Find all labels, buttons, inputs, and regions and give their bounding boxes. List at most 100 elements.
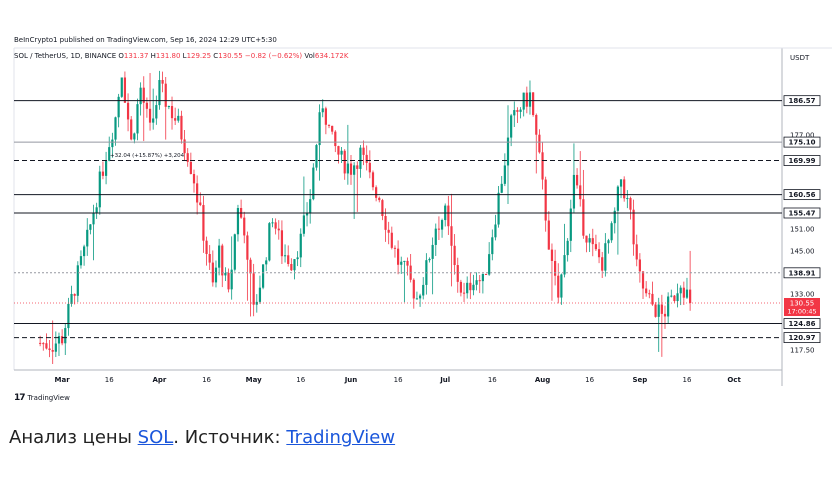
low-label: L — [182, 52, 187, 60]
candle-body — [371, 172, 375, 188]
candle-body — [393, 247, 397, 249]
candle-body — [472, 284, 475, 291]
candle-body — [76, 265, 79, 296]
candle-body — [208, 254, 211, 263]
level-label-box — [783, 189, 821, 201]
candle-body — [136, 104, 139, 134]
candle-body — [174, 118, 177, 121]
candle-body — [318, 112, 321, 146]
x-tick-label: 16 — [202, 376, 211, 384]
candle-body — [199, 202, 202, 206]
candle-body — [280, 230, 284, 257]
candle-body — [532, 92, 535, 115]
candle-body — [202, 205, 205, 241]
level-label: 186.57 — [788, 97, 815, 105]
candle-body — [152, 118, 155, 123]
symbol-label: SOL / TetherUS, 1D, BINANCE — [14, 52, 117, 60]
candle-body — [167, 106, 170, 108]
candle-body — [619, 179, 623, 187]
sol-link[interactable]: SOL — [137, 427, 174, 448]
candle-body — [554, 260, 557, 276]
candle-body — [305, 213, 309, 216]
candle-body — [230, 269, 233, 290]
candle-body — [290, 263, 293, 271]
candle-body — [481, 273, 484, 282]
caption-prefix: Анализ цены — [9, 427, 138, 448]
candle-body — [381, 200, 384, 217]
y-tick-label: 177.00 — [790, 132, 815, 140]
candle-body — [440, 220, 444, 230]
candle-body — [139, 87, 142, 105]
candle-body — [64, 328, 67, 344]
candle-body — [638, 259, 641, 272]
tradingview-logo-text: TradingView — [27, 394, 70, 402]
ohlc-legend: SOL / TetherUS, 1D, BINANCE O131.37 H131… — [14, 52, 348, 60]
open-label: O — [118, 52, 124, 60]
candle-body — [434, 228, 437, 245]
candle-body — [456, 265, 459, 282]
candle-body — [205, 240, 208, 255]
candle-body — [180, 115, 183, 140]
candle-body — [243, 217, 246, 236]
candle-body — [513, 110, 516, 116]
candle-body — [597, 249, 601, 258]
level-label: 155.47 — [788, 209, 815, 217]
candle-body — [503, 165, 506, 184]
candle-body — [689, 289, 692, 304]
candle-body — [447, 205, 450, 227]
candle-body — [497, 192, 500, 225]
candle-body — [177, 115, 180, 121]
candle-body — [130, 119, 133, 140]
candle-body — [271, 222, 274, 224]
change-value: −0.82 (−0.62%) — [244, 52, 303, 60]
candle-body — [604, 243, 607, 271]
price-badge-value: 130.55 — [790, 300, 815, 308]
price-badge — [784, 298, 820, 317]
candle-body — [42, 343, 45, 345]
candle-body — [626, 198, 629, 200]
candle-body — [67, 303, 70, 329]
candle-body — [579, 185, 582, 200]
candle-body — [353, 165, 356, 175]
candle-body — [164, 83, 167, 107]
candle-body — [657, 304, 660, 317]
candle-body — [73, 293, 76, 296]
candle-body — [528, 92, 532, 107]
tradingview-logo-icon: 17 — [14, 393, 25, 403]
candle-body — [359, 147, 362, 169]
measure-label: +32.04 (+15.87%) +3,204 — [110, 153, 185, 159]
candle-body — [594, 244, 598, 250]
candle-body — [390, 232, 393, 248]
candle-body — [519, 109, 522, 112]
close-label: C — [213, 52, 219, 60]
x-tick-label: 16 — [683, 376, 692, 384]
price-badge-countdown: 17:00:45 — [787, 308, 816, 316]
candle-body — [588, 238, 591, 243]
candle-body — [54, 343, 57, 352]
candle-body — [274, 222, 277, 229]
candle-body — [623, 179, 626, 199]
candle-body — [79, 256, 83, 266]
candle-body — [142, 87, 145, 103]
candle-body — [186, 153, 189, 162]
candle-body — [569, 208, 572, 241]
candle-body — [629, 198, 632, 210]
candle-body — [183, 139, 186, 154]
level-label: 169.99 — [788, 157, 815, 165]
candle-body — [428, 258, 431, 261]
candle-body — [466, 282, 469, 294]
candle-body — [685, 289, 689, 298]
candle-body — [233, 234, 236, 270]
candle-body — [591, 238, 594, 245]
tradingview-link[interactable]: TradingView — [286, 427, 396, 448]
candle-body — [246, 235, 249, 260]
level-label-box — [783, 155, 821, 166]
candle-body — [475, 280, 478, 285]
candle-body — [566, 240, 569, 256]
candle-body — [544, 179, 547, 221]
candle-body — [83, 246, 86, 257]
candle-body — [469, 282, 472, 291]
candle-body — [108, 147, 111, 161]
candle-body — [57, 336, 61, 344]
candle-body — [632, 209, 635, 245]
